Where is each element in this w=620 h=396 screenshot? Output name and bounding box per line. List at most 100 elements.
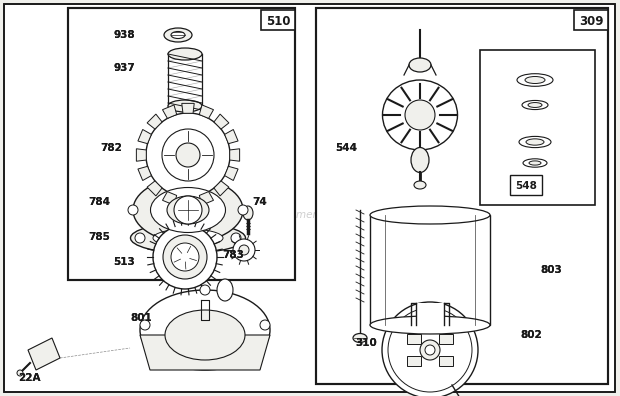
Text: 510: 510 [266, 15, 290, 27]
Bar [370, 215, 490, 325]
Circle shape [260, 320, 270, 330]
Text: 310: 310 [355, 338, 377, 348]
Circle shape [420, 340, 440, 360]
Circle shape [174, 196, 202, 224]
Text: 513: 513 [113, 257, 135, 267]
Circle shape [17, 370, 23, 376]
Ellipse shape [370, 316, 490, 334]
Polygon shape [214, 181, 229, 196]
Circle shape [382, 302, 478, 396]
Ellipse shape [217, 279, 233, 301]
Ellipse shape [243, 206, 253, 220]
Circle shape [128, 205, 138, 215]
Circle shape [388, 308, 472, 392]
Polygon shape [199, 192, 213, 205]
Ellipse shape [130, 223, 246, 253]
Ellipse shape [167, 196, 209, 224]
Polygon shape [138, 166, 151, 181]
Bar [438, 334, 453, 344]
Ellipse shape [171, 32, 185, 38]
Ellipse shape [164, 28, 192, 42]
Text: 544: 544 [335, 143, 357, 153]
Circle shape [162, 129, 214, 181]
Polygon shape [162, 105, 177, 118]
Ellipse shape [353, 333, 367, 343]
Polygon shape [182, 197, 194, 207]
Text: 22A: 22A [18, 373, 40, 383]
Polygon shape [136, 149, 146, 161]
Circle shape [140, 320, 150, 330]
Circle shape [153, 225, 217, 289]
Text: 783: 783 [222, 250, 244, 260]
Text: 784: 784 [88, 197, 110, 207]
Ellipse shape [370, 206, 490, 224]
Ellipse shape [409, 58, 431, 72]
Ellipse shape [526, 139, 544, 145]
Circle shape [425, 345, 435, 355]
Bar [438, 356, 453, 366]
Bar [574, 10, 608, 30]
Circle shape [200, 285, 210, 295]
Bar [407, 334, 422, 344]
Ellipse shape [133, 177, 243, 242]
Ellipse shape [383, 80, 458, 150]
Circle shape [238, 205, 248, 215]
Bar [68, 8, 295, 280]
Ellipse shape [168, 100, 202, 112]
Polygon shape [229, 149, 239, 161]
Text: 937: 937 [113, 63, 135, 73]
Circle shape [176, 143, 200, 167]
Text: 785: 785 [88, 232, 110, 242]
Bar [316, 8, 608, 384]
Circle shape [239, 245, 249, 255]
Polygon shape [224, 166, 238, 181]
Polygon shape [182, 103, 194, 113]
Text: 548: 548 [515, 181, 537, 191]
Polygon shape [147, 114, 162, 129]
Text: 784: 784 [88, 197, 110, 207]
Ellipse shape [165, 310, 245, 360]
Polygon shape [214, 114, 229, 129]
Circle shape [171, 243, 199, 271]
Ellipse shape [529, 161, 541, 165]
Ellipse shape [414, 181, 426, 189]
Polygon shape [138, 129, 151, 144]
Polygon shape [140, 335, 270, 370]
Text: 938: 938 [113, 30, 135, 40]
Bar [416, 303, 444, 330]
Text: 801: 801 [130, 313, 152, 323]
Text: 74: 74 [252, 197, 267, 207]
Circle shape [163, 235, 207, 279]
Text: 782: 782 [100, 143, 122, 153]
Ellipse shape [519, 136, 551, 148]
Ellipse shape [411, 147, 429, 173]
Text: ©ReplacementParts.com: ©ReplacementParts.com [244, 210, 376, 220]
Ellipse shape [168, 48, 202, 60]
Ellipse shape [153, 229, 223, 247]
Text: 801: 801 [130, 313, 152, 323]
Circle shape [231, 233, 241, 243]
Polygon shape [224, 129, 238, 144]
Polygon shape [147, 181, 162, 196]
Text: 310: 310 [355, 338, 377, 348]
Polygon shape [199, 105, 213, 118]
Text: 309: 309 [578, 15, 603, 27]
Bar [407, 356, 422, 366]
Text: 938: 938 [113, 30, 135, 40]
Text: 937: 937 [113, 63, 135, 73]
Text: 74: 74 [252, 197, 267, 207]
Text: 782: 782 [100, 143, 122, 153]
Ellipse shape [140, 290, 270, 370]
Text: 802: 802 [520, 330, 542, 340]
Polygon shape [28, 338, 60, 370]
Bar [480, 50, 595, 205]
Bar [316, 8, 608, 384]
Text: 803: 803 [540, 265, 562, 275]
Text: 22A: 22A [18, 373, 40, 383]
Text: 803: 803 [540, 265, 562, 275]
Bar [510, 175, 542, 195]
Circle shape [146, 113, 230, 197]
Circle shape [233, 239, 255, 261]
Text: 783: 783 [222, 250, 244, 260]
Ellipse shape [151, 187, 226, 232]
